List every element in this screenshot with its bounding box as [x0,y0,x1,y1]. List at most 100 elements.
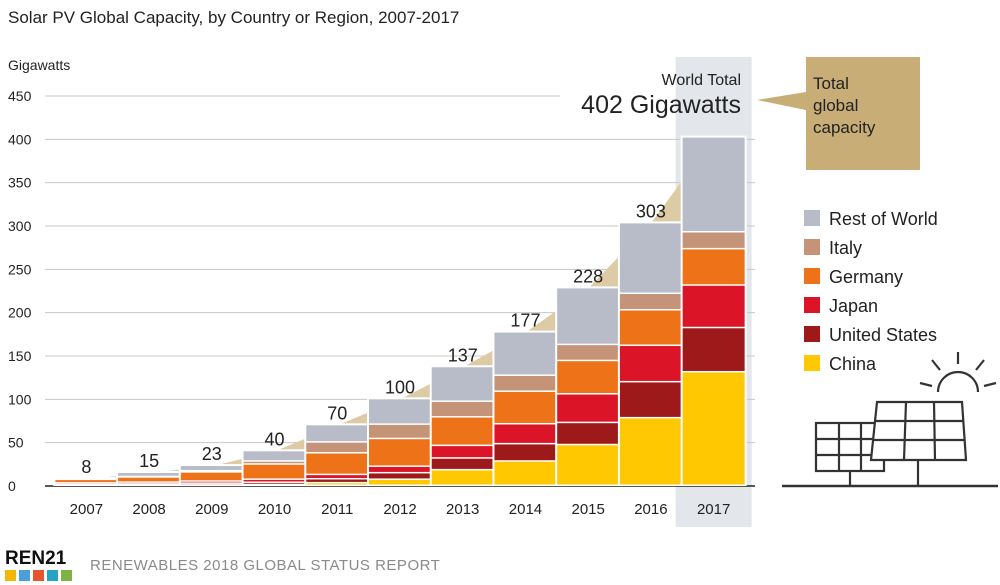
bar-segment-china [619,418,682,485]
bar-segment-japan [431,446,494,458]
bar-segment-rest-of-world [180,466,243,470]
total-data-label: 40 [265,429,285,449]
bar-segment-rest-of-world [431,367,494,401]
y-tick-label: 150 [8,348,32,364]
x-tick-label: 2013 [446,501,479,518]
bar-2009 [178,464,245,486]
bar-segment-united-states [494,444,557,461]
chart-title: Solar PV Global Capacity, by Country or … [8,8,459,27]
total-data-label: 8 [81,457,91,477]
bar-segment-japan [180,481,243,483]
bar-segment-china [557,445,620,485]
total-capacity-callout: Total global capacity [757,57,920,170]
y-tick-label: 50 [8,435,24,451]
bar-2015 [555,286,622,486]
bar-2014 [492,330,559,486]
x-tick-label: 2014 [509,501,542,518]
legend-swatch [804,210,820,226]
solar-panel-icon [782,352,998,488]
y-tick-label: 200 [8,305,32,321]
legend-swatch [804,297,820,313]
x-tick-label: 2010 [258,501,291,518]
bar-segment-united-states [431,458,494,469]
bar-segment-germany [619,310,682,345]
bar-segment-italy [682,232,745,248]
x-tick-label: 2017 [697,501,730,518]
bar-2017 [680,135,747,486]
legend-item-united-states: United States [804,325,937,345]
bar-segment-rest-of-world [369,399,431,424]
x-tick-label: 2008 [132,501,165,518]
legend-swatch [804,326,820,342]
bar-segment-rest-of-world [494,332,557,375]
bar-segment-germany [494,391,557,423]
bar-segment-italy [494,375,557,391]
bar-segment-germany [682,249,745,285]
legend-swatch [804,268,820,284]
bar-segment-united-states [369,473,431,479]
total-data-label: 177 [510,311,540,331]
bar-segment-rest-of-world [243,451,306,461]
x-tick-label: 2015 [571,501,604,518]
world-total-value: 402 Gigawatts [581,91,741,119]
legend-label: China [829,354,877,374]
legend-label: Italy [829,238,862,258]
bar-segment-italy [243,461,306,464]
bar-segment-italy [306,442,369,452]
bar-segment-china [682,372,745,485]
bar-segment-japan [557,394,620,422]
bar-segment-germany [431,417,494,445]
logo-text: REN21 [5,548,67,569]
total-data-label: 70 [327,403,347,423]
bar-segment-rest-of-world [306,425,369,442]
bar-segment-united-states [619,382,682,417]
legend-item-japan: Japan [804,296,878,316]
total-data-label: 228 [573,266,603,286]
bar-segment-germany [243,464,306,479]
y-axis-label: Gigawatts [8,57,70,73]
x-tick-label: 2009 [195,501,228,518]
bar-segment-japan [306,475,369,478]
total-data-label: 15 [139,451,159,471]
bar-2011 [304,423,371,486]
bar-segment-rest-of-world [118,473,181,476]
bar-segment-japan [243,479,306,482]
x-tick-label: 2016 [634,501,667,518]
bar-segment-rest-of-world [682,137,745,231]
y-tick-label: 0 [8,478,16,494]
y-tick-label: 400 [8,131,32,147]
y-tick-label: 250 [8,261,32,277]
bar-segment-germany [180,472,243,481]
bar-segment-germany [369,439,431,466]
bar-2013 [429,365,496,486]
report-title: RENEWABLES 2018 GLOBAL STATUS REPORT [90,557,440,574]
sun-icon [919,352,997,393]
bar-segment-germany [557,361,620,394]
total-data-label: 137 [448,345,478,365]
legend-label: Japan [829,296,878,316]
bar-segment-italy [431,401,494,417]
total-data-label: 23 [202,444,222,464]
legend-item-china: China [804,354,877,374]
legend-label: Rest of World [829,209,938,229]
bar-segment-italy [369,424,431,438]
bar-2012 [367,397,433,486]
x-tick-label: 2011 [321,501,353,518]
bar-segment-japan [682,285,745,327]
legend-item-germany: Germany [804,267,903,287]
ren21-logo: REN21 [5,548,72,581]
legend-item-rest-of-world: Rest of World [804,209,938,229]
bar-2010 [241,449,308,486]
legend-swatch [804,239,820,255]
bar-segment-china [306,483,369,485]
total-data-label: 303 [636,201,666,221]
bar-2008 [116,471,183,486]
x-tick-label: 2012 [383,501,416,518]
bar-segment-united-states [306,479,369,482]
bar-segment-china [369,479,431,485]
bar-segment-rest-of-world [619,223,682,293]
bar-segment-rest-of-world [557,288,620,344]
bar-segment-germany [118,477,181,482]
bar-segment-japan [494,424,557,443]
